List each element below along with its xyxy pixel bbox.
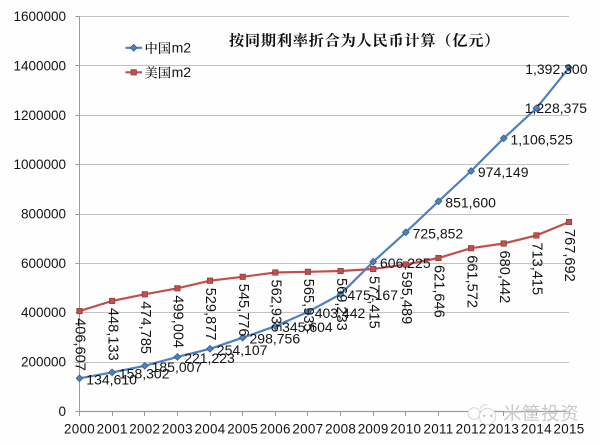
svg-text:475,167: 475,167 [347,287,398,303]
svg-text:2007: 2007 [292,422,323,437]
svg-text:2005: 2005 [227,422,258,437]
svg-text:2001: 2001 [97,422,128,437]
svg-text:800000: 800000 [21,207,66,222]
svg-text:221,223: 221,223 [184,350,235,366]
svg-text:2011: 2011 [424,422,454,437]
svg-text:2006: 2006 [260,422,291,437]
svg-text:345,604: 345,604 [282,319,333,335]
svg-text:713,415: 713,415 [529,242,545,295]
svg-text:158,302: 158,302 [119,365,170,381]
svg-text:1,392,300: 1,392,300 [525,61,587,77]
svg-text:1000000: 1000000 [13,157,66,172]
svg-text:1200000: 1200000 [13,108,66,123]
svg-text:2014: 2014 [521,422,552,437]
svg-text:1400000: 1400000 [13,58,66,73]
svg-text:565,935: 565,935 [300,279,316,332]
svg-text:2015: 2015 [554,422,585,437]
svg-text:725,852: 725,852 [413,225,464,241]
svg-text:2003: 2003 [162,422,193,437]
svg-text:406,607: 406,607 [72,318,88,371]
svg-text:298,756: 298,756 [250,331,301,347]
svg-text:577,415: 577,415 [365,276,381,329]
svg-text:680,442: 680,442 [496,251,512,304]
svg-text:600000: 600000 [21,256,66,271]
svg-text:499,004: 499,004 [170,295,186,348]
svg-text:400000: 400000 [21,305,66,320]
svg-text:2012: 2012 [456,422,487,437]
svg-text:m2: m2 [172,40,192,56]
svg-text:2010: 2010 [390,422,421,437]
svg-text:562,935: 562,935 [268,280,284,333]
svg-text:448,133: 448,133 [104,308,120,361]
svg-text:974,149: 974,149 [478,164,529,180]
svg-text:134,610: 134,610 [86,371,137,387]
svg-text:767,692: 767,692 [561,229,577,282]
svg-text:595,489: 595,489 [398,272,414,325]
svg-text:2002: 2002 [129,422,160,437]
svg-text:2013: 2013 [488,422,519,437]
svg-text:1,228,375: 1,228,375 [525,100,587,116]
svg-text:2000: 2000 [64,422,95,437]
svg-text:2009: 2009 [358,422,389,437]
svg-text:1,106,525: 1,106,525 [511,131,573,147]
svg-text:606,225: 606,225 [380,255,431,271]
svg-text:185,007: 185,007 [152,359,203,375]
svg-text:621,646: 621,646 [431,265,447,318]
svg-text:1600000: 1600000 [13,9,66,24]
svg-text:529,877: 529,877 [202,288,218,341]
svg-text:474,785: 474,785 [137,301,153,354]
svg-text:403,442: 403,442 [315,305,366,321]
svg-text:661,572: 661,572 [463,255,479,308]
svg-text:569,233: 569,233 [333,278,349,331]
svg-text:2008: 2008 [325,422,356,437]
svg-text:2004: 2004 [195,422,226,437]
svg-text:254,107: 254,107 [217,342,268,358]
svg-text:545,776: 545,776 [235,284,251,337]
svg-text:851,600: 851,600 [445,194,496,210]
svg-text:0: 0 [58,404,66,419]
svg-text:m2: m2 [172,64,192,80]
svg-text:200000: 200000 [21,355,66,370]
